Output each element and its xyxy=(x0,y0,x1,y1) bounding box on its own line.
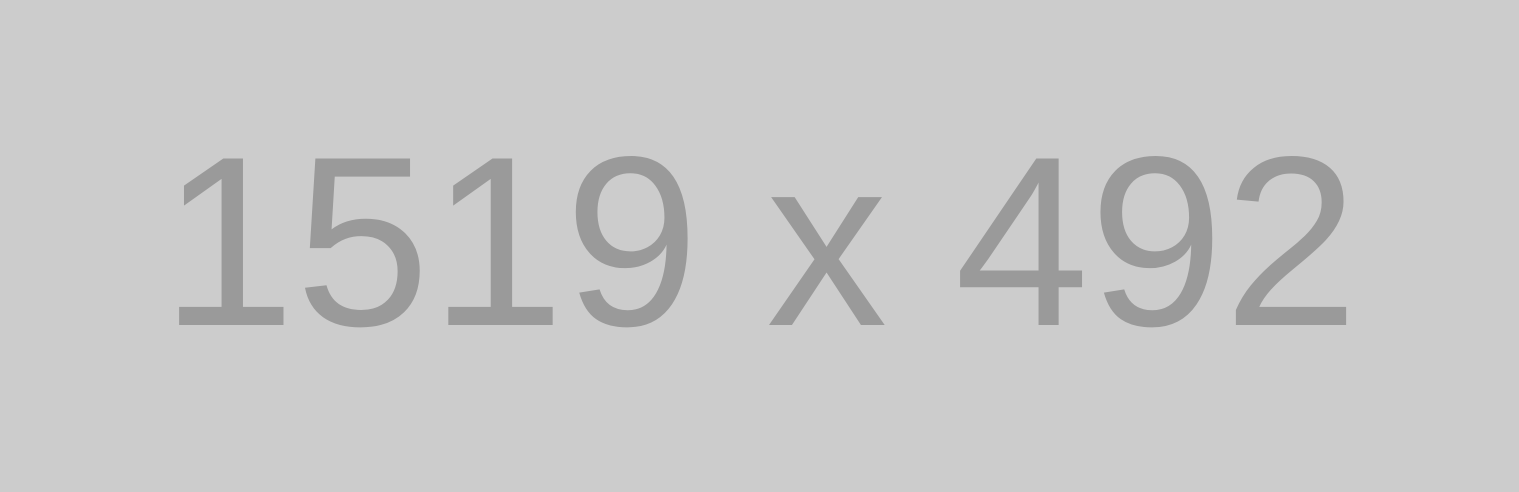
placeholder-dimensions-label: 1519 x 492 xyxy=(160,107,1359,377)
